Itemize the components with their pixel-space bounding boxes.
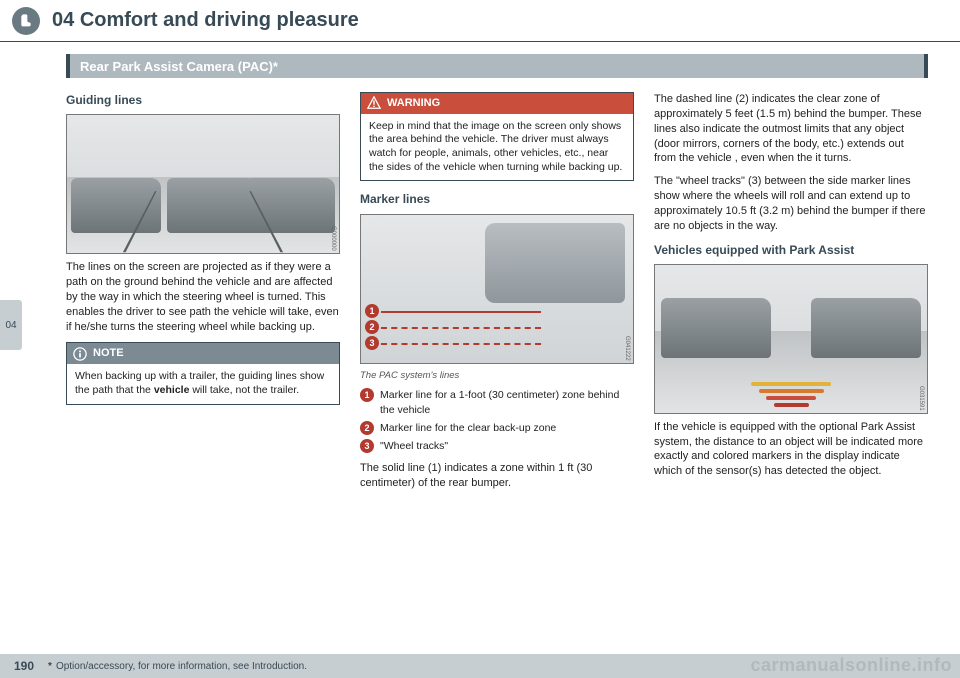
park-assist-paragraph: If the vehicle is equipped with the opti… (654, 420, 928, 479)
list-item: 2 Marker line for the clear back-up zone (360, 421, 634, 435)
warning-head: WARNING (361, 93, 633, 114)
bar-4 (774, 403, 809, 407)
marker-lines-legend: 1 Marker line for a 1-foot (30 centimeter… (360, 388, 634, 453)
marker-line-3 (381, 343, 541, 345)
legend-1: Marker line for a 1-foot (30 centimeter)… (380, 388, 634, 416)
badge-3: 3 (365, 336, 379, 350)
num-3-icon: 3 (360, 439, 374, 453)
edge-tab: 04 (0, 300, 22, 350)
note-box: NOTE When backing up with a trailer, the… (66, 342, 340, 404)
marker-line-1 (381, 311, 541, 313)
legend-2: Marker line for the clear back-up zone (380, 421, 556, 435)
seat-icon (12, 7, 40, 35)
badge-1: 1 (365, 304, 379, 318)
warning-icon (367, 96, 381, 110)
warning-label: WARNING (387, 96, 440, 111)
list-item: 1 Marker line for a 1-foot (30 centimeter… (360, 388, 634, 416)
park-assist-illustration (654, 264, 928, 414)
car-shape (485, 223, 625, 303)
page: 04 Comfort and driving pleasure Rear Par… (0, 0, 960, 678)
chapter-header: 04 Comfort and driving pleasure (0, 0, 960, 42)
marker-line-2 (381, 327, 541, 329)
note-body-bold: vehicle (154, 384, 190, 396)
bar-3 (766, 396, 816, 400)
note-body: When backing up with a trailer, the guid… (67, 364, 339, 403)
section-title: Rear Park Assist Camera (PAC)* (80, 59, 278, 74)
content-area: Guiding lines The lines on the screen ar… (66, 92, 928, 644)
footnote-text: Option/accessory, for more information, … (56, 661, 307, 672)
heading-marker-lines: Marker lines (360, 191, 634, 207)
legend-3: "Wheel tracks" (380, 439, 448, 453)
note-body-b: will take, not the trailer. (189, 384, 299, 396)
page-footer: 190 * Option/accessory, for more informa… (0, 654, 960, 678)
page-number: 190 (14, 659, 34, 673)
dashed-line-paragraph: The dashed line (2) indicates the clear … (654, 92, 928, 166)
marker-lines-illustration: 1 2 3 (360, 214, 634, 364)
heading-guiding-lines: Guiding lines (66, 92, 340, 108)
wheel-tracks-paragraph: The "wheel tracks" (3) between the side … (654, 174, 928, 233)
warning-body: Keep in mind that the image on the scree… (361, 114, 633, 181)
marker-lines-caption: The PAC system's lines (360, 370, 634, 383)
bar-1 (751, 382, 831, 386)
chapter-title: 04 Comfort and driving pleasure (52, 9, 359, 32)
chapter-number: 04 (52, 9, 74, 31)
footnote-star: * (48, 661, 52, 672)
column-1: Guiding lines The lines on the screen ar… (66, 92, 340, 644)
heading-park-assist: Vehicles equipped with Park Assist (654, 242, 928, 258)
solid-line-paragraph: The solid line (1) indicates a zone with… (360, 461, 634, 491)
list-item: 3 "Wheel tracks" (360, 439, 634, 453)
guiding-lines-illustration (66, 114, 340, 254)
note-head: NOTE (67, 343, 339, 364)
bar-2 (759, 389, 824, 393)
chapter-title-text: Comfort and driving pleasure (80, 9, 359, 31)
num-1-icon: 1 (360, 388, 374, 402)
column-2: WARNING Keep in mind that the image on t… (360, 92, 634, 644)
num-2-icon: 2 (360, 421, 374, 435)
warning-box: WARNING Keep in mind that the image on t… (360, 92, 634, 181)
column-3: The dashed line (2) indicates the clear … (654, 92, 928, 644)
distance-bars (751, 382, 831, 407)
badge-2: 2 (365, 320, 379, 334)
note-label: NOTE (93, 346, 124, 361)
guiding-lines-paragraph: The lines on the screen are projected as… (66, 260, 340, 334)
info-icon (73, 347, 87, 361)
section-title-bar: Rear Park Assist Camera (PAC)* (66, 54, 928, 78)
